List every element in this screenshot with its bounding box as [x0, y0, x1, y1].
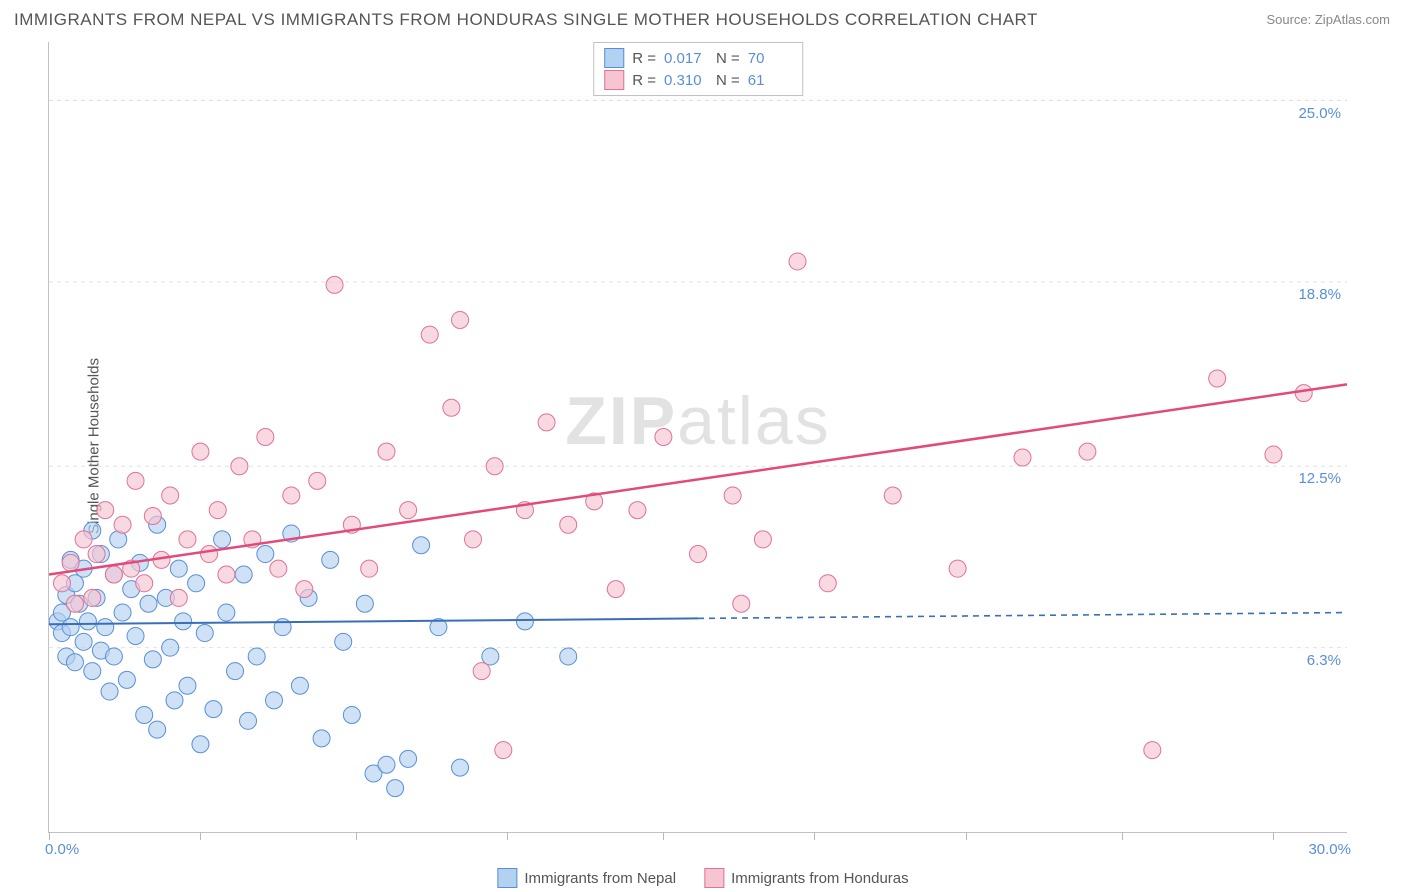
legend-item-honduras: Immigrants from Honduras: [704, 868, 909, 888]
swatch-honduras: [604, 70, 624, 90]
x-tick: [200, 832, 201, 840]
x-tick: [966, 832, 967, 840]
legend-label-nepal: Immigrants from Nepal: [524, 870, 676, 887]
legend-label-honduras: Immigrants from Honduras: [731, 870, 909, 887]
legend-item-nepal: Immigrants from Nepal: [497, 868, 676, 888]
r-label: R =: [632, 72, 656, 89]
r-value-honduras: 0.310: [664, 72, 708, 89]
x-tick: [49, 832, 50, 840]
chart-container: IMMIGRANTS FROM NEPAL VS IMMIGRANTS FROM…: [0, 0, 1406, 892]
source-label: Source: ZipAtlas.com: [1266, 12, 1390, 27]
x-tick: [814, 832, 815, 840]
chart-title: IMMIGRANTS FROM NEPAL VS IMMIGRANTS FROM…: [14, 10, 1038, 30]
y-grid-label: 25.0%: [1298, 105, 1341, 122]
stats-row-honduras: R = 0.310 N = 61: [604, 69, 792, 91]
x-axis-min-label: 0.0%: [45, 841, 79, 858]
legend-swatch-nepal: [497, 868, 517, 888]
legend-swatch-honduras: [704, 868, 724, 888]
n-label: N =: [716, 72, 740, 89]
stats-row-nepal: R = 0.017 N = 70: [604, 47, 792, 69]
x-tick: [356, 832, 357, 840]
r-value-nepal: 0.017: [664, 50, 708, 67]
y-grid-label: 18.8%: [1298, 286, 1341, 303]
x-tick: [663, 832, 664, 840]
stats-legend: R = 0.017 N = 70 R = 0.310 N = 61: [593, 42, 803, 96]
n-value-nepal: 70: [748, 50, 792, 67]
n-label: N =: [716, 50, 740, 67]
x-tick: [1122, 832, 1123, 840]
n-value-honduras: 61: [748, 72, 792, 89]
bottom-legend: Immigrants from Nepal Immigrants from Ho…: [497, 868, 908, 888]
plot-area: ZIPatlas R = 0.017 N = 70 R = 0.310 N = …: [48, 42, 1347, 833]
swatch-nepal: [604, 48, 624, 68]
x-tick: [507, 832, 508, 840]
x-axis-max-label: 30.0%: [1308, 841, 1351, 858]
y-grid-label: 12.5%: [1298, 470, 1341, 487]
chart-svg: [49, 42, 1347, 832]
x-tick: [1273, 832, 1274, 840]
r-label: R =: [632, 50, 656, 67]
y-grid-label: 6.3%: [1307, 652, 1341, 669]
